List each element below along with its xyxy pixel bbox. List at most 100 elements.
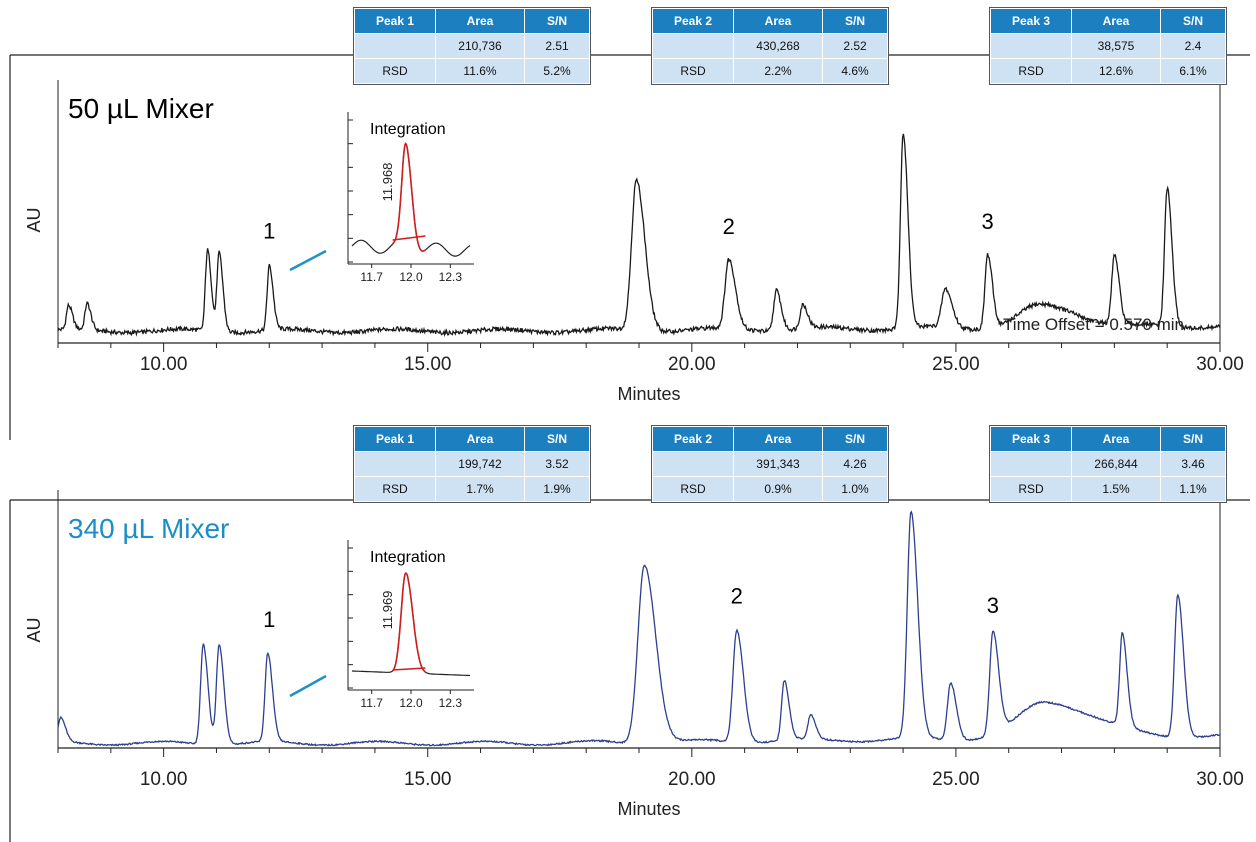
- peak-2-table: Peak 2 Area S/N 430,268 2.52 RSD 2.2% 4.6%: [651, 7, 889, 85]
- table-header-cell: S/N: [822, 426, 888, 452]
- inset-integration-baseline: [392, 667, 426, 671]
- table-cell: 1.5%: [1071, 476, 1161, 502]
- peak-2-table: Peak 2 Area S/N 391,343 4.26 RSD 0.9% 1.0%: [651, 425, 889, 503]
- table-cell: [990, 33, 1072, 59]
- x-tick-label: 25.00: [932, 354, 980, 375]
- table-header-cell: Area: [1071, 426, 1161, 452]
- time-offset-annotation: Time Offset = 0.570 min: [1003, 315, 1184, 334]
- table-cell: 11.6%: [435, 58, 525, 84]
- table-cell: 2.52: [822, 33, 888, 59]
- peak-number-label: 1: [263, 607, 275, 632]
- table-header-cell: Area: [435, 8, 525, 34]
- x-tick-label: 15.00: [404, 769, 452, 790]
- table-row: RSD 0.9% 1.0%: [652, 476, 888, 502]
- table-header-cell: Area: [435, 426, 525, 452]
- table-header-cell: Area: [733, 426, 823, 452]
- table-cell: [354, 33, 436, 59]
- peak-3-table: Peak 3 Area S/N 266,844 3.46 RSD 1.5% 1.1%: [989, 425, 1227, 503]
- table-header-row: Peak 2 Area S/N: [652, 426, 888, 452]
- table-row: 38,575 2.4: [990, 33, 1226, 59]
- table-row: 199,742 3.52: [354, 451, 590, 477]
- table-header-row: Peak 3 Area S/N: [990, 426, 1226, 452]
- inset-x-tick-label: 11.7: [360, 270, 383, 284]
- inset-x-tick-label: 12.0: [399, 270, 423, 284]
- peak-1-table: Peak 1 Area S/N 199,742 3.52 RSD 1.7% 1.9%: [353, 425, 591, 503]
- table-cell: 38,575: [1071, 33, 1161, 59]
- inset-connector-line: [289, 674, 327, 698]
- inset-background: [348, 540, 474, 690]
- table-row: 430,268 2.52: [652, 33, 888, 59]
- table-cell: 210,736: [435, 33, 525, 59]
- y-axis-title: AU: [24, 207, 44, 232]
- table-cell: [652, 451, 734, 477]
- peak-number-label: 3: [981, 209, 993, 234]
- x-tick-label: 25.00: [932, 769, 980, 790]
- table-header-row: Peak 2 Area S/N: [652, 8, 888, 34]
- inset-title: Integration: [370, 549, 446, 566]
- inset-title: Integration: [370, 121, 446, 138]
- chart-panel-1: 10.00 15.00 20.00 25.00 30.00 Minutes AU 1 2 3 50 …: [9, 54, 1250, 440]
- inset-peak-time-label: 11.968: [380, 163, 395, 202]
- table-cell: 2.2%: [733, 58, 823, 84]
- x-tick-label: 30.00: [1196, 769, 1244, 790]
- table-cell: RSD: [354, 58, 436, 84]
- table-header-cell: Peak 3: [990, 426, 1072, 452]
- table-cell: 3.52: [524, 451, 590, 477]
- integration-inset: 11.7 12.0 12.3 Integration 11.968: [347, 112, 474, 284]
- inset-peak-time-label: 11.969: [380, 591, 395, 630]
- table-cell: 6.1%: [1160, 58, 1226, 84]
- integration-inset: 11.7 12.0 12.3 Integration 11.969: [347, 540, 474, 710]
- peak-3-table: Peak 3 Area S/N 38,575 2.4 RSD 12.6% 6.1%: [989, 7, 1227, 85]
- inset-x-tick-label: 12.3: [439, 696, 463, 710]
- table-cell: [990, 451, 1072, 477]
- table-row: RSD 1.5% 1.1%: [990, 476, 1226, 502]
- table-cell: 266,844: [1071, 451, 1161, 477]
- table-row: 266,844 3.46: [990, 451, 1226, 477]
- table-row: 210,736 2.51: [354, 33, 590, 59]
- table-header-cell: Area: [733, 8, 823, 34]
- chart-panel-2: 10.00 15.00 20.00 25.00 30.00 Minutes AU 1 2 3 340…: [9, 490, 1250, 842]
- table-cell: 2.51: [524, 33, 590, 59]
- table-header-cell: Peak 2: [652, 8, 734, 34]
- table-header-cell: S/N: [1160, 8, 1226, 34]
- peak-number-label: 2: [731, 583, 743, 608]
- table-cell: RSD: [990, 58, 1072, 84]
- table-cell: 4.6%: [822, 58, 888, 84]
- table-cell: [652, 33, 734, 59]
- table-cell: 1.9%: [524, 476, 590, 502]
- chromatogram-trace: [57, 133, 1221, 338]
- table-header-cell: Area: [1071, 8, 1161, 34]
- x-tick-label: 10.00: [140, 354, 188, 375]
- table-row: 391,343 4.26: [652, 451, 888, 477]
- table-cell: 430,268: [733, 33, 823, 59]
- inset-integration-baseline: [392, 235, 426, 241]
- table-cell: 1.0%: [822, 476, 888, 502]
- table-header-cell: Peak 1: [354, 8, 436, 34]
- table-cell: 1.1%: [1160, 476, 1226, 502]
- table-header-cell: S/N: [1160, 426, 1226, 452]
- table-cell: RSD: [652, 476, 734, 502]
- x-tick-label: 10.00: [140, 769, 188, 790]
- inset-x-tick-label: 12.3: [439, 270, 463, 284]
- table-cell: 199,742: [435, 451, 525, 477]
- peak-number-label: 1: [263, 219, 275, 244]
- peak-1-table: Peak 1 Area S/N 210,736 2.51 RSD 11.6% 5.2%: [353, 7, 591, 85]
- x-axis-title: Minutes: [617, 799, 680, 819]
- table-cell: 1.7%: [435, 476, 525, 502]
- inset-x-tick-label: 12.0: [399, 696, 423, 710]
- table-header-cell: Peak 1: [354, 426, 436, 452]
- table-header-cell: S/N: [822, 8, 888, 34]
- table-header-cell: Peak 2: [652, 426, 734, 452]
- inset-integrated-peak: [392, 572, 426, 673]
- x-tick-label: 20.00: [668, 354, 716, 375]
- table-cell: [354, 451, 436, 477]
- inset-integrated-peak: [392, 142, 426, 252]
- table-cell: 0.9%: [733, 476, 823, 502]
- table-row: RSD 12.6% 6.1%: [990, 58, 1226, 84]
- x-tick-label: 30.00: [1196, 354, 1244, 375]
- table-cell: 2.4: [1160, 33, 1226, 59]
- table-cell: RSD: [354, 476, 436, 502]
- y-axis-title: AU: [24, 617, 44, 642]
- table-cell: 391,343: [733, 451, 823, 477]
- table-cell: RSD: [652, 58, 734, 84]
